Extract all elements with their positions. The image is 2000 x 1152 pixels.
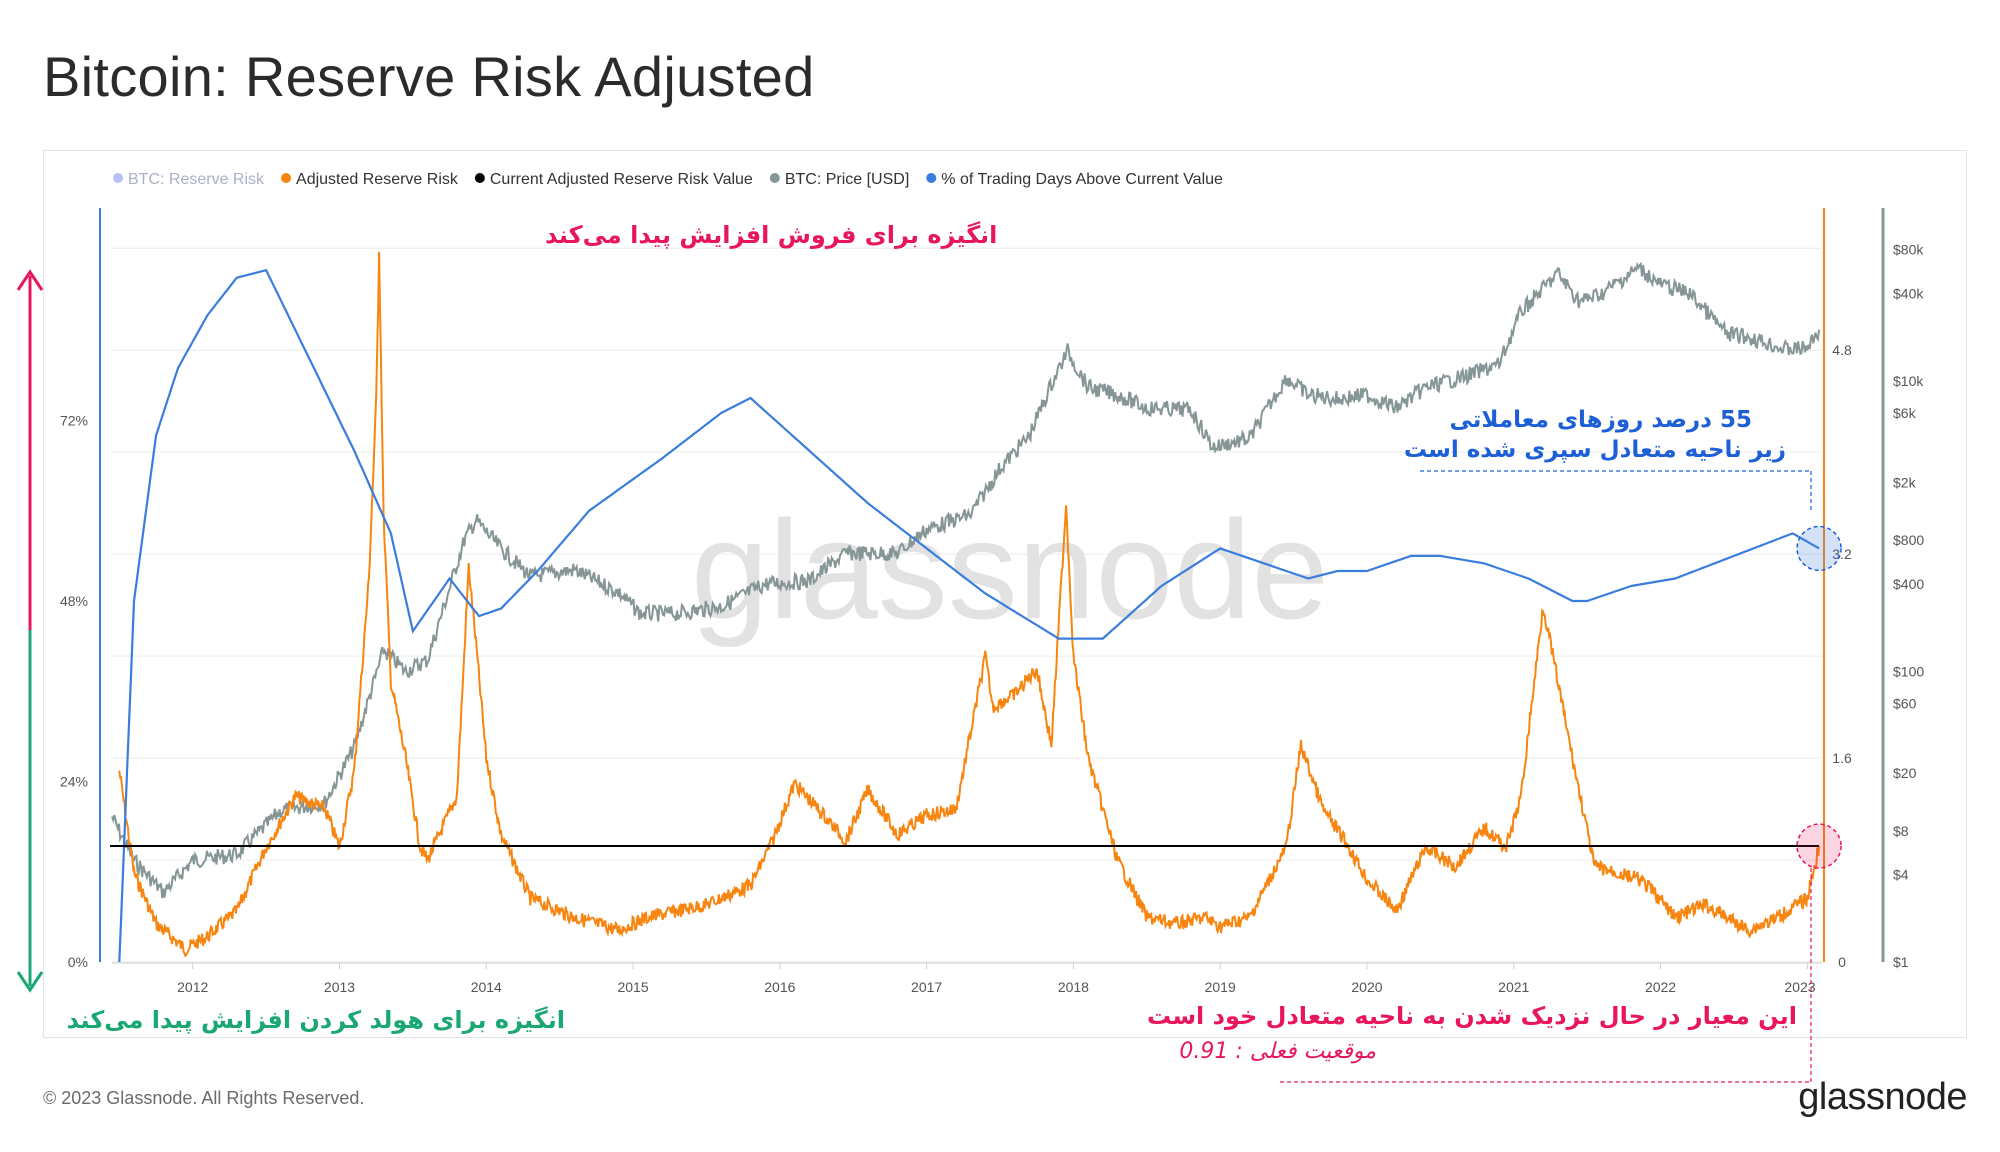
pct-tick-label: 72% (60, 413, 88, 429)
x-tick-label: 2018 (1058, 979, 1089, 995)
price-tick-label: $2k (1893, 474, 1917, 490)
price-tick-label: $1 (1893, 954, 1909, 970)
legend-dot (769, 173, 780, 183)
pct-tick-label: 0% (68, 954, 88, 970)
footer-copyright: © 2023 Glassnode. All Rights Reserved. (43, 1088, 365, 1108)
rr-tick-label: 1.6 (1832, 750, 1852, 766)
legend-item-4: % of Trading Days Above Current Value (926, 171, 1223, 188)
price-tick-label: $4 (1893, 867, 1909, 883)
axes: 0% 24% 48% 72% 0 1.6 3.2 4.8 $1 $4 $8 $20 $60 $100 $40… (60, 208, 1924, 995)
legend-dot (281, 173, 292, 183)
x-tick-label: 2017 (911, 979, 942, 995)
legend-dot (113, 173, 123, 183)
annotations: انگیزه برای فروش افزایش پیدا می‌کند انگیز… (16, 221, 1842, 1083)
legend-dot (474, 173, 485, 183)
x-tick-label: 2016 (764, 979, 795, 995)
price-tick-label: $800 (1893, 532, 1924, 548)
series (110, 251, 1821, 963)
page-title: Bitcoin: Reserve Risk Adjusted (43, 45, 815, 108)
price-tick-label: $80k (1893, 242, 1924, 258)
price-tick-label: $8 (1893, 823, 1909, 839)
price-tick-label: $10k (1893, 373, 1924, 389)
chart-frame (43, 150, 1967, 1038)
pct-tick-label: 24% (60, 774, 88, 790)
x-tick-label: 2020 (1351, 979, 1382, 995)
price-tick-label: $100 (1893, 663, 1924, 679)
pct-tick-label: 48% (60, 593, 88, 609)
footer-logo: glassnode (1798, 1076, 1967, 1118)
legend-label: Adjusted Reserve Risk (296, 171, 459, 188)
price-tick-label: $6k (1893, 405, 1917, 421)
price-tick-label: $60 (1893, 696, 1917, 712)
trading-days-pct-line (118, 268, 1820, 963)
legend-label: BTC: Reserve Risk (128, 171, 265, 188)
grid (112, 247, 1822, 963)
pct-annotation-line2: زیر ناحیه متعادل سپری شده است (1404, 437, 1786, 463)
watermark: glassnode (691, 491, 1329, 648)
legend-item-1: Adjusted Reserve Risk (281, 171, 459, 188)
rr-current-marker-icon (1796, 823, 1842, 869)
x-tick-label: 2013 (324, 979, 355, 995)
x-tick-label: 2012 (177, 979, 208, 995)
approach-annotation: این معیار در حال نزدیک شدن به ناحیه متعا… (1147, 1002, 1797, 1030)
price-series-line (111, 261, 1821, 899)
legend: BTC: Reserve Risk Adjusted Reserve Risk Cu… (113, 171, 1223, 188)
legend-item-0: BTC: Reserve Risk (113, 171, 265, 188)
x-tick-label: 2019 (1205, 979, 1236, 995)
rr-tick-label: 0 (1838, 954, 1846, 970)
legend-item-3: BTC: Price [USD] (769, 171, 909, 188)
price-tick-label: $40k (1893, 285, 1924, 301)
price-tick-label: $400 (1893, 576, 1924, 592)
sell-arrow-head-icon (16, 269, 44, 291)
adjusted-reserve-risk-line (118, 251, 1821, 958)
x-tick-label: 2015 (617, 979, 648, 995)
x-tick-label: 2014 (471, 979, 502, 995)
hold-arrow-head-icon (16, 971, 44, 993)
legend-label: BTC: Price [USD] (785, 171, 909, 188)
pct-current-marker-icon (1796, 525, 1842, 572)
legend-label: Current Adjusted Reserve Risk Value (490, 171, 753, 188)
current-position-annotation: موقعیت فعلی : 0.91 (1179, 1039, 1376, 1064)
legend-item-2: Current Adjusted Reserve Risk Value (474, 171, 753, 188)
rr-tick-label: 4.8 (1832, 342, 1852, 358)
price-tick-label: $20 (1893, 765, 1917, 781)
x-tick-label: 2021 (1498, 979, 1529, 995)
rr-tick-label: 3.2 (1832, 546, 1852, 562)
x-tick-label: 2022 (1645, 979, 1676, 995)
legend-label: % of Trading Days Above Current Value (941, 171, 1223, 188)
sell-annotation: انگیزه برای فروش افزایش پیدا می‌کند (545, 221, 997, 249)
pct-annotation-line1: 55 درصد روزهای معاملاتی (1449, 407, 1752, 433)
hold-annotation: انگیزه برای هولد کردن افزایش پیدا می‌کند (67, 1006, 565, 1034)
x-tick-label: 2023 (1784, 979, 1815, 995)
legend-dot (926, 173, 937, 183)
